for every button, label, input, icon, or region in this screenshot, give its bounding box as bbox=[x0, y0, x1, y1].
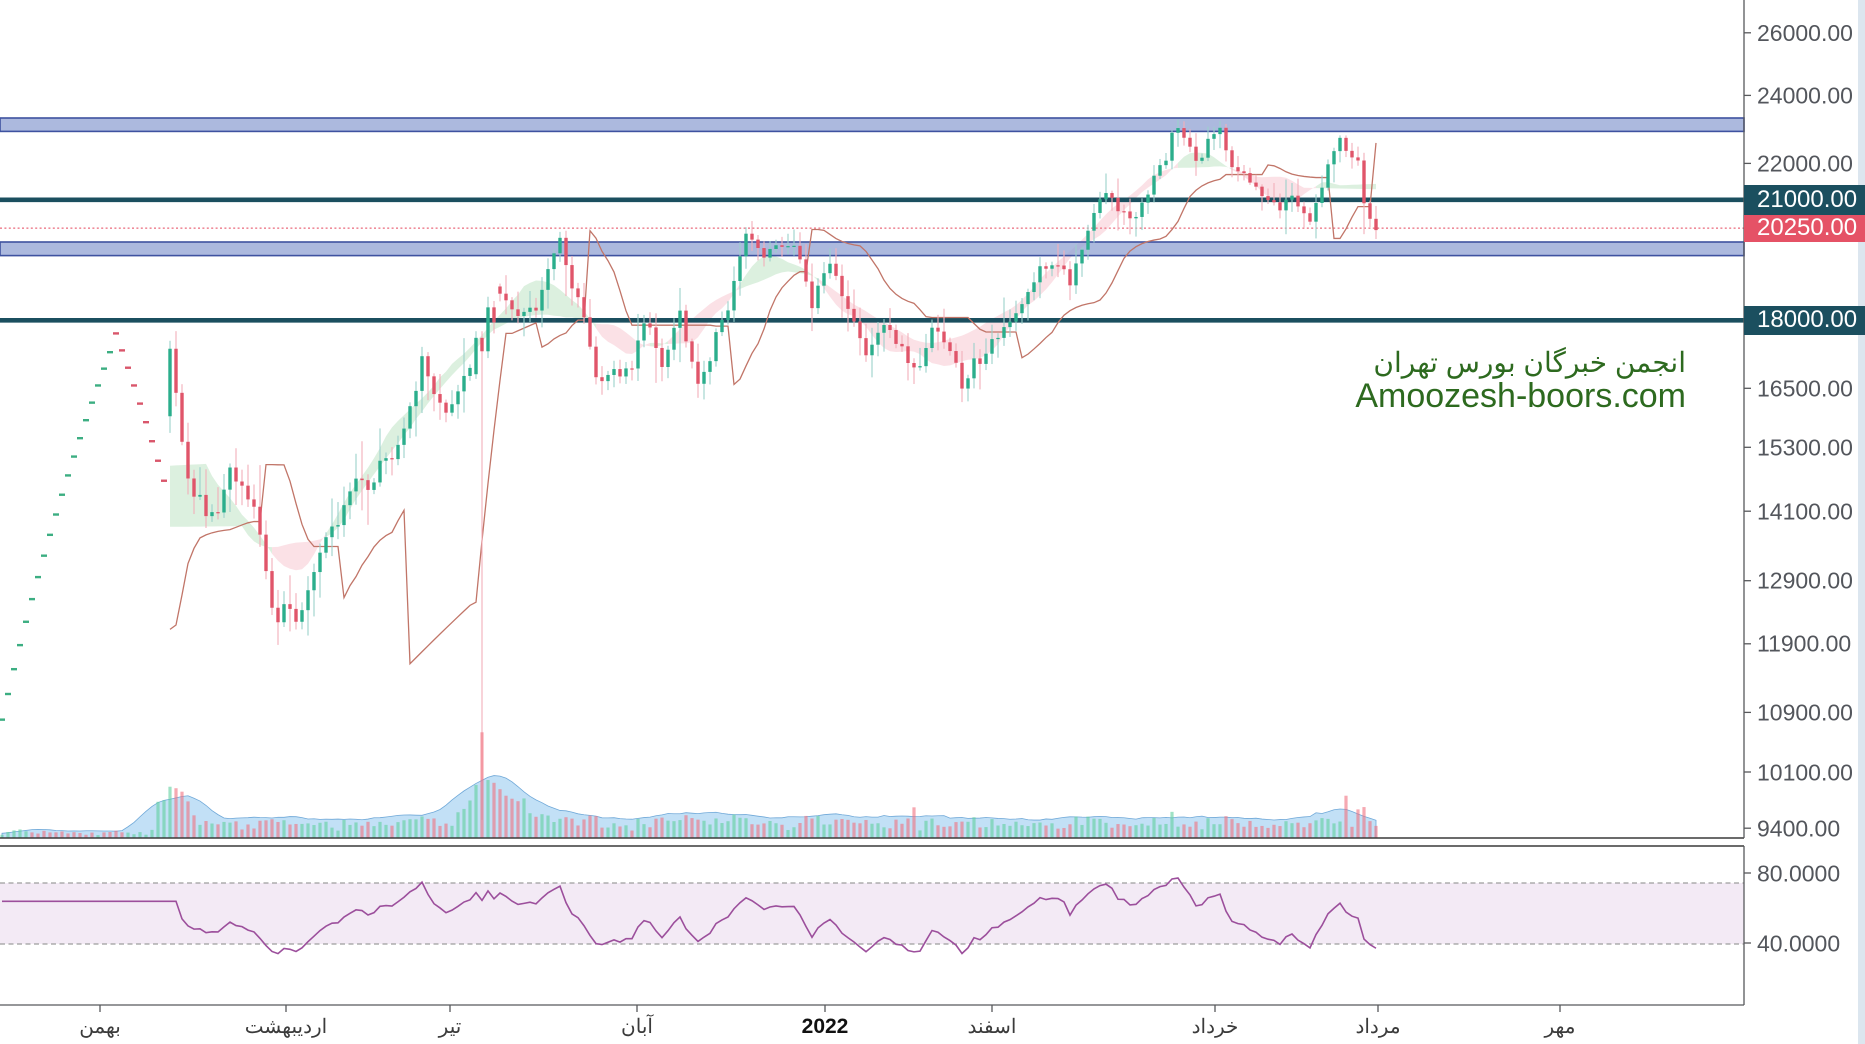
svg-text:15300.00: 15300.00 bbox=[1757, 435, 1853, 461]
svg-text:بهمن: بهمن bbox=[79, 1016, 121, 1038]
svg-text:40.0000: 40.0000 bbox=[1757, 931, 1840, 957]
svg-text:18000.00: 18000.00 bbox=[1757, 306, 1857, 333]
svg-text:اسفند: اسفند bbox=[968, 1016, 1017, 1038]
svg-text:Amoozesh-boors.com: Amoozesh-boors.com bbox=[1355, 377, 1686, 415]
svg-text:9400.00: 9400.00 bbox=[1757, 816, 1840, 842]
svg-text:2022: 2022 bbox=[802, 1015, 849, 1038]
svg-text:10900.00: 10900.00 bbox=[1757, 700, 1853, 726]
svg-text:11900.00: 11900.00 bbox=[1757, 631, 1851, 657]
svg-text:خرداد: خرداد bbox=[1192, 1016, 1239, 1038]
svg-text:انجمن خبرگان بورس تهران: انجمن خبرگان بورس تهران bbox=[1373, 346, 1686, 379]
svg-text:16500.00: 16500.00 bbox=[1757, 376, 1853, 402]
svg-text:24000.00: 24000.00 bbox=[1757, 83, 1853, 109]
svg-text:22000.00: 22000.00 bbox=[1757, 151, 1853, 177]
svg-text:مهر: مهر bbox=[1544, 1016, 1576, 1038]
svg-text:14100.00: 14100.00 bbox=[1757, 499, 1853, 525]
svg-text:26000.00: 26000.00 bbox=[1757, 20, 1853, 46]
svg-text:20250.00: 20250.00 bbox=[1757, 214, 1857, 241]
svg-text:80.0000: 80.0000 bbox=[1757, 861, 1840, 887]
svg-text:21000.00: 21000.00 bbox=[1757, 186, 1857, 213]
svg-text:تیر: تیر bbox=[438, 1016, 462, 1038]
svg-text:12900.00: 12900.00 bbox=[1757, 568, 1853, 594]
svg-text:آبان: آبان bbox=[621, 1014, 654, 1038]
svg-text:مرداد: مرداد bbox=[1355, 1016, 1400, 1038]
svg-text:10100.00: 10100.00 bbox=[1757, 760, 1853, 786]
svg-text:اردیبهشت: اردیبهشت bbox=[245, 1016, 327, 1038]
